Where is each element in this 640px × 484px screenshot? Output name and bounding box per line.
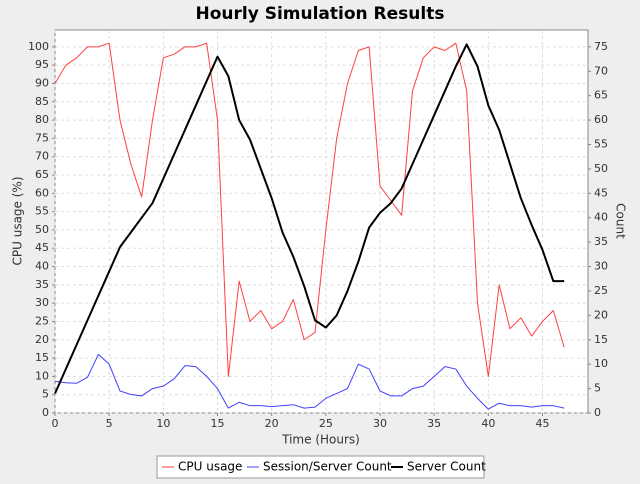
y2-tick-label: 35 — [594, 235, 608, 248]
y2-tick-label: 55 — [594, 137, 608, 150]
y-tick-label: 55 — [35, 205, 49, 218]
y2-tick-label: 45 — [594, 186, 608, 199]
y-tick-label: 70 — [35, 150, 49, 163]
y2-tick-label: 25 — [594, 284, 608, 297]
y-tick-label: 5 — [42, 388, 49, 401]
x-tick-label: 30 — [373, 417, 387, 430]
y2-tick-label: 65 — [594, 89, 608, 102]
chart-title: Hourly Simulation Results — [196, 4, 445, 24]
y-tick-label: 65 — [35, 168, 49, 181]
series-line — [54, 353, 565, 410]
y-tick-label: 50 — [35, 223, 49, 236]
legend — [156, 455, 485, 479]
series-line — [54, 43, 565, 394]
y-tick-label: 10 — [35, 369, 49, 382]
legend-label: Server Count — [407, 460, 486, 474]
y-tick-label: 25 — [35, 314, 49, 327]
legend-label: CPU usage — [178, 460, 242, 474]
y-tick-label: 75 — [35, 131, 49, 144]
y-tick-label: 100 — [28, 40, 49, 53]
x-tick-label: 20 — [265, 417, 279, 430]
y-tick-label: 45 — [35, 241, 49, 254]
y-tick-label: 35 — [35, 278, 49, 291]
x-tick-label: 35 — [427, 417, 441, 430]
legend-label: Session/Server Count — [263, 460, 392, 474]
y2-tick-label: 70 — [594, 64, 608, 77]
y2-tick-label: 30 — [594, 260, 608, 273]
y2-tick-label: 20 — [594, 308, 608, 321]
x-tick-label: 5 — [106, 417, 113, 430]
series-line — [54, 42, 565, 377]
y-tick-label: 40 — [35, 260, 49, 273]
y-tick-label: 85 — [35, 95, 49, 108]
plot-area — [54, 29, 589, 414]
y2-tick-label: 5 — [594, 382, 601, 395]
y-tick-label: 30 — [35, 296, 49, 309]
y2-tick-label: 75 — [594, 40, 608, 53]
x-tick-label: 0 — [52, 417, 59, 430]
y2-tick-label: 40 — [594, 211, 608, 224]
x-tick-label: 10 — [156, 417, 170, 430]
x-tick-label: 25 — [319, 417, 333, 430]
y-tick-label: 60 — [35, 186, 49, 199]
y-tick-label: 90 — [35, 76, 49, 89]
y2-tick-label: 10 — [594, 357, 608, 370]
y2-tick-label: 0 — [594, 406, 601, 419]
y-tick-label: 0 — [42, 406, 49, 419]
x-tick-label: 45 — [536, 417, 550, 430]
y2-axis-label: Count — [614, 203, 628, 239]
y-tick-label: 95 — [35, 58, 49, 71]
y-tick-label: 20 — [35, 333, 49, 346]
y-tick-label: 80 — [35, 113, 49, 126]
y-tick-label: 15 — [35, 351, 49, 364]
y2-tick-label: 60 — [594, 113, 608, 126]
y-axis-label: CPU usage (%) — [11, 176, 25, 265]
x-tick-label: 15 — [211, 417, 225, 430]
x-tick-label: 40 — [481, 417, 495, 430]
y2-tick-label: 50 — [594, 162, 608, 175]
y2-tick-label: 15 — [594, 333, 608, 346]
x-axis-label: Time (Hours) — [281, 433, 360, 447]
